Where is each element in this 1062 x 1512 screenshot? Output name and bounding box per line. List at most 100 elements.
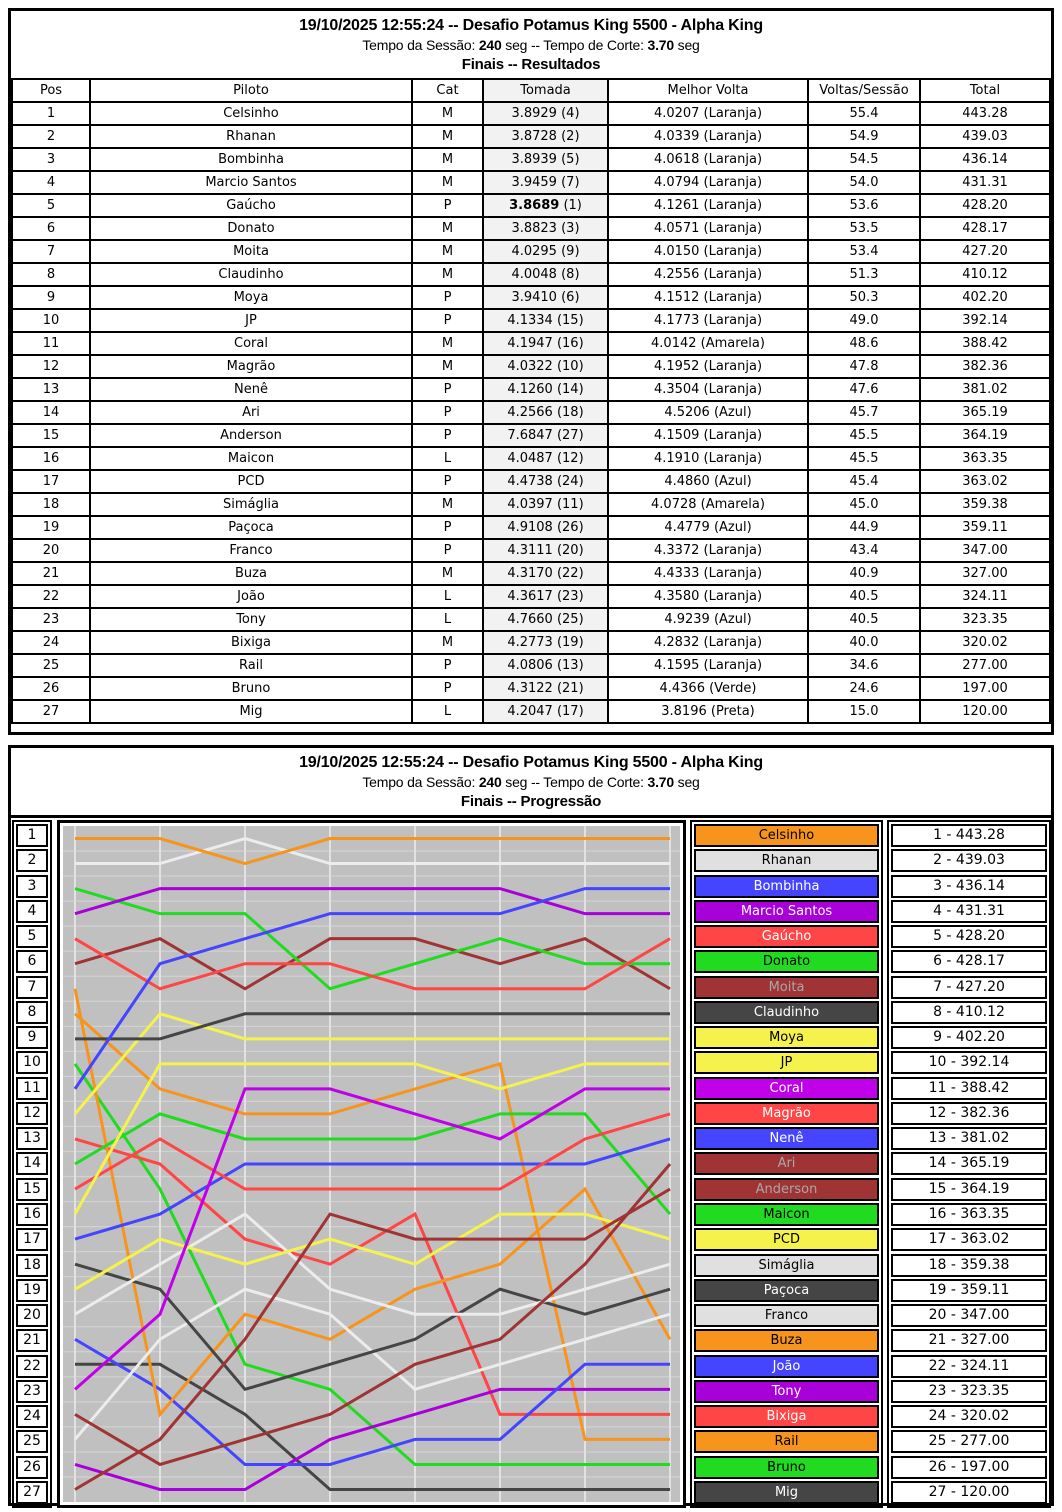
position-box: 9 bbox=[16, 1026, 48, 1050]
position-box: 16 bbox=[16, 1202, 48, 1226]
progression-chart bbox=[63, 826, 680, 1502]
result-total: 365.19 bbox=[919, 400, 1051, 425]
tomada-time: 4.0322 bbox=[507, 359, 553, 374]
col-melhor-volta: Melhor Volta bbox=[607, 78, 809, 103]
legend-total-box: 13 - 381.02 bbox=[891, 1127, 1047, 1151]
result-row: 23 Tony L 4.7660 (25) 4.9239 (Azul) 40.5… bbox=[11, 607, 1051, 632]
result-row: 10 JP P 4.1334 (15) 4.1773 (Laranja) 49.… bbox=[11, 308, 1051, 333]
legend-total-box: 26 - 197.00 bbox=[891, 1455, 1047, 1479]
result-tomada: 4.1947 (16) bbox=[482, 331, 609, 356]
result-voltas-sessao: 45.0 bbox=[807, 492, 921, 517]
result-pos: 16 bbox=[11, 446, 91, 471]
progression-line-rhanan bbox=[75, 836, 670, 866]
result-row: 17 PCD P 4.4738 (24) 4.4860 (Azul) 45.4 … bbox=[11, 469, 1051, 494]
result-total: 324.11 bbox=[919, 584, 1051, 609]
result-cat: P bbox=[411, 653, 484, 678]
result-row: 13 Nenê P 4.1260 (14) 4.3504 (Laranja) 4… bbox=[11, 377, 1051, 402]
position-box: 26 bbox=[16, 1455, 48, 1479]
progression-content: 1 2 3 4 5 6 7 8 9 10 11 12 13 14 15 16 17 18 19 20 21 22 23 24 2… bbox=[11, 818, 1051, 1510]
progression-line-joão bbox=[74, 1337, 670, 1466]
result-pos: 20 bbox=[11, 538, 91, 563]
progression-line-gaúcho bbox=[74, 937, 671, 991]
result-pos: 8 bbox=[11, 262, 91, 287]
legend-total-box: 24 - 320.02 bbox=[891, 1405, 1047, 1429]
result-piloto: João bbox=[89, 584, 413, 609]
result-melhor-volta: 4.0728 (Amarela) bbox=[607, 492, 809, 517]
result-pos: 6 bbox=[11, 216, 91, 241]
result-tomada: 3.8728 (2) bbox=[482, 124, 609, 149]
legend-total-box: 7 - 427.20 bbox=[891, 975, 1047, 999]
position-box: 1 bbox=[16, 824, 48, 847]
result-melhor-volta: 4.3372 (Laranja) bbox=[607, 538, 809, 563]
result-voltas-sessao: 40.0 bbox=[807, 630, 921, 655]
result-pos: 10 bbox=[11, 308, 91, 333]
col-cat: Cat bbox=[411, 78, 484, 103]
result-cat: M bbox=[411, 216, 484, 241]
legend-total-box: 16 - 363.35 bbox=[891, 1202, 1047, 1226]
result-total: 427.20 bbox=[919, 239, 1051, 264]
tomada-time: 3.9410 bbox=[511, 290, 557, 305]
tomada-time: 4.1260 bbox=[507, 382, 553, 397]
result-cat: P bbox=[411, 285, 484, 310]
result-cat: L bbox=[411, 584, 484, 609]
result-tomada: 3.8689 (1) bbox=[482, 193, 609, 218]
progression-line-marcio-santos bbox=[74, 887, 670, 916]
legend-name-chip: Franco bbox=[694, 1304, 879, 1328]
legend-total-box: 8 - 410.12 bbox=[891, 1000, 1047, 1024]
result-tomada: 4.0322 (10) bbox=[482, 354, 609, 379]
result-voltas-sessao: 45.5 bbox=[807, 423, 921, 448]
progression-chart-box bbox=[57, 820, 686, 1508]
result-tomada: 4.1334 (15) bbox=[482, 308, 609, 333]
result-melhor-volta: 4.3580 (Laranja) bbox=[607, 584, 809, 609]
session-info-2: Tempo da Sessão: 240 seg -- Tempo de Cor… bbox=[11, 773, 1051, 792]
result-tomada: 4.9108 (26) bbox=[482, 515, 609, 540]
position-box: 23 bbox=[16, 1379, 48, 1403]
tomada-rank: (19) bbox=[556, 635, 584, 650]
results-column-header-row: Pos Piloto Cat Tomada Melhor Volta Volta… bbox=[11, 78, 1051, 103]
position-box: 21 bbox=[16, 1329, 48, 1353]
result-tomada: 4.0295 (9) bbox=[482, 239, 609, 264]
result-melhor-volta: 4.9239 (Azul) bbox=[607, 607, 809, 632]
cut-time-label-2: seg -- Tempo de Corte: bbox=[501, 774, 648, 790]
tomada-rank: (24) bbox=[556, 474, 584, 489]
result-piloto: Marcio Santos bbox=[89, 170, 413, 195]
legend-total-box: 17 - 363.02 bbox=[891, 1228, 1047, 1252]
tomada-rank: (26) bbox=[556, 520, 584, 535]
legend-name-chip: Simáglia bbox=[694, 1253, 879, 1277]
progression-header: 19/10/2025 12:55:24 -- Desafio Potamus K… bbox=[11, 748, 1051, 818]
position-box: 27 bbox=[16, 1480, 48, 1504]
position-box: 6 bbox=[16, 950, 48, 974]
position-box: 8 bbox=[16, 1000, 48, 1024]
legend-name-chip: Celsinho bbox=[694, 824, 879, 847]
result-pos: 9 bbox=[11, 285, 91, 310]
result-cat: P bbox=[411, 676, 484, 701]
result-piloto: Magrão bbox=[89, 354, 413, 379]
result-cat: M bbox=[411, 262, 484, 287]
legend-name-chip: Anderson bbox=[694, 1177, 879, 1201]
result-row: 7 Moita M 4.0295 (9) 4.0150 (Laranja) 53… bbox=[11, 239, 1051, 264]
position-box: 22 bbox=[16, 1354, 48, 1378]
progression-line-buza bbox=[73, 988, 672, 1418]
position-box: 17 bbox=[16, 1228, 48, 1252]
result-row: 25 Rail P 4.0806 (13) 4.1595 (Laranja) 3… bbox=[11, 653, 1051, 678]
result-melhor-volta: 4.5206 (Azul) bbox=[607, 400, 809, 425]
session-time-label-2: Tempo da Sessão: bbox=[362, 774, 479, 790]
result-total: 363.02 bbox=[919, 469, 1051, 494]
position-box: 19 bbox=[16, 1278, 48, 1302]
results-panel: 19/10/2025 12:55:24 -- Desafio Potamus K… bbox=[8, 8, 1054, 735]
result-voltas-sessao: 49.0 bbox=[807, 308, 921, 333]
result-cat: M bbox=[411, 331, 484, 356]
result-piloto: Rail bbox=[89, 653, 413, 678]
progression-line-simáglia bbox=[74, 1212, 671, 1316]
result-tomada: 3.8929 (4) bbox=[482, 101, 609, 126]
result-piloto: Nenê bbox=[89, 377, 413, 402]
result-voltas-sessao: 45.7 bbox=[807, 400, 921, 425]
result-piloto: Paçoca bbox=[89, 515, 413, 540]
result-piloto: JP bbox=[89, 308, 413, 333]
legend-name-chip: Rail bbox=[694, 1430, 879, 1454]
col-total: Total bbox=[919, 78, 1051, 103]
result-voltas-sessao: 53.4 bbox=[807, 239, 921, 264]
result-tomada: 4.7660 (25) bbox=[482, 607, 609, 632]
progression-line-ari bbox=[74, 1163, 672, 1467]
result-pos: 19 bbox=[11, 515, 91, 540]
